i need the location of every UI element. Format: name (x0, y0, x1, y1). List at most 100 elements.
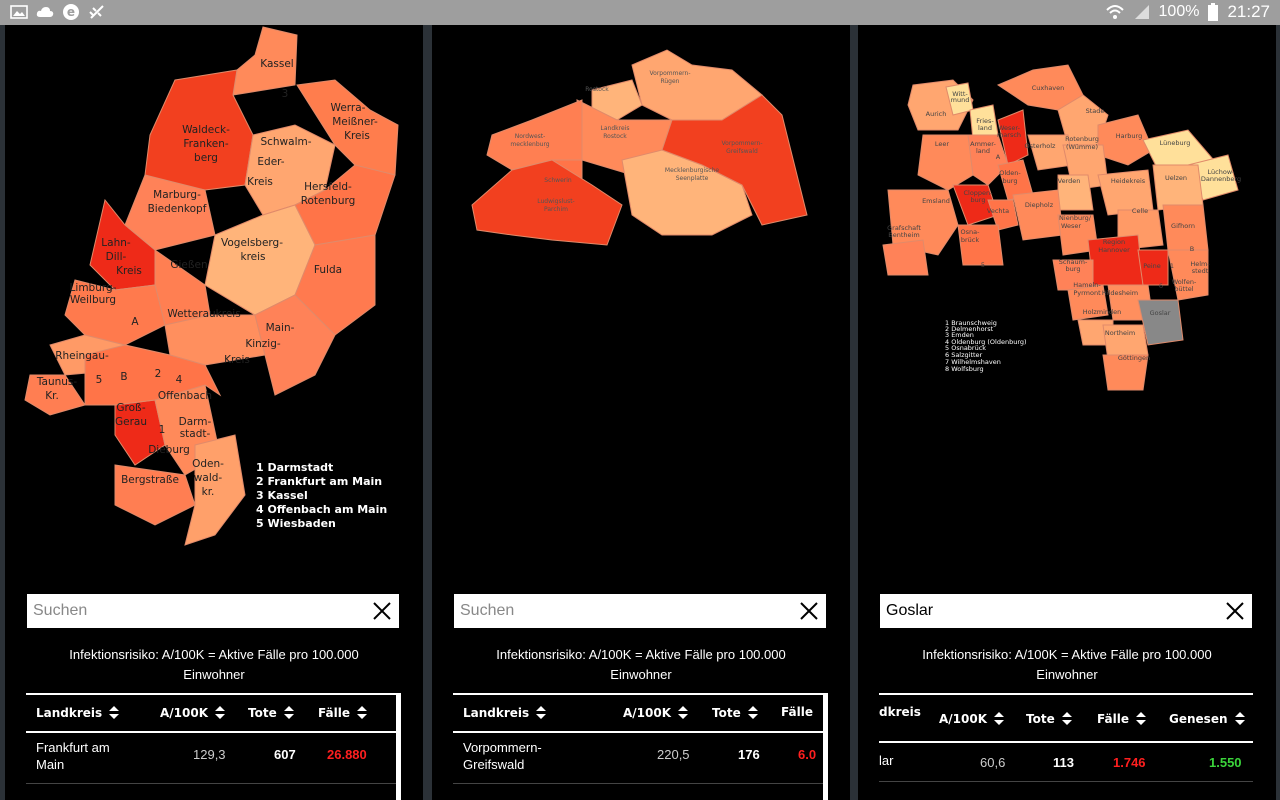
map-niedersachsen[interactable]: Witt- mund Aurich Fries- land Cuxhaven S… (858, 25, 1276, 575)
label-peine: Peine (1143, 262, 1161, 270)
label-wuemme: (Wümme) (1066, 143, 1098, 151)
legend-item: 4 Offenbach am Main (256, 503, 387, 516)
label-buettel: büttel (1174, 285, 1193, 293)
info-text: Infektionsrisiko: A/100K = Aktive Fälle … (432, 645, 850, 685)
legend-item: 1 Darmstadt (256, 461, 333, 474)
label-kreis-wm: Kreis (344, 130, 370, 142)
label-ludwigslust: Ludwigslust- (537, 198, 574, 205)
search-box (453, 593, 827, 629)
label-bergstrasse: Bergstraße (121, 474, 179, 486)
label-franken: Franken- (183, 138, 229, 150)
label-harburg: Harburg (1116, 132, 1142, 140)
cell-landkreis: Frankfurt am Main (36, 740, 110, 772)
cloud-icon (36, 7, 54, 17)
map-mecklenburg-vorpommern[interactable]: Vorpommern- Rügen Rostock Landkreis Rost… (432, 25, 850, 575)
table-row[interactable]: lar 60,6 113 1.746 1.550 (879, 741, 1253, 782)
legend-item: 5 Wiesbaden (256, 517, 336, 530)
column-header-landkreis[interactable]: Landkreis (36, 705, 120, 720)
region-marburg (124, 174, 216, 251)
region-leer (917, 134, 974, 191)
label-lahn: Lahn- (101, 237, 131, 249)
region-emsland (887, 189, 959, 256)
region-goettingen (1102, 354, 1149, 391)
legend-item: 5 Osnabrück (945, 344, 986, 352)
legend-item: 2 Frankfurt am Main (256, 475, 382, 488)
label-parchim: Parchim (544, 206, 568, 213)
clear-search-button[interactable] (794, 596, 824, 626)
column-header-landkreis[interactable]: dkreis (879, 705, 921, 719)
map-hessen[interactable]: Kassel 3 Werra- Meißner- Kreis Waldeck- … (5, 25, 423, 575)
search-input[interactable] (454, 594, 792, 628)
region-vorpommern-greifswald (661, 94, 808, 226)
column-header-tote[interactable]: Tote (248, 705, 295, 720)
region-ammerland (967, 134, 1009, 186)
legend-item: 2 Delmenhorst (945, 325, 994, 333)
clear-search-button[interactable] (367, 596, 397, 626)
label-osna: Osna- (961, 228, 981, 236)
table-row[interactable]: Vorpommern- Greifswald 220,5 176 6.0 (453, 731, 827, 784)
label-a: A (131, 316, 139, 328)
region-werra-meissner (296, 79, 399, 176)
region-odenwald (184, 434, 246, 546)
search-input[interactable] (27, 594, 365, 628)
label-vorpommern-g: Vorpommern- (722, 140, 763, 147)
column-header-a100k[interactable]: A/100K (160, 705, 226, 720)
label-kreis-ld: Kreis (116, 265, 142, 277)
label-stedt: stedt (1192, 267, 1209, 275)
legend-item: 1 Braunschweig (945, 319, 997, 327)
column-header-tote[interactable]: Tote (712, 705, 759, 720)
label-wolfen: Wolfen- (1172, 278, 1197, 286)
label-nienburg: Nienburg/ (1059, 214, 1092, 222)
region-osnabrueck (957, 224, 1004, 266)
label-taunus: Taunus- (36, 376, 78, 388)
label-kreis-se: Kreis (247, 176, 273, 188)
label-osterholz: Osterholz (1025, 142, 1057, 150)
label-cuxhaven: Cuxhaven (1032, 84, 1065, 92)
label-northeim: Northeim (1105, 329, 1135, 337)
info-line: Infektionsrisiko: A/100K = Aktive Fälle … (496, 647, 786, 662)
info-text: Infektionsrisiko: A/100K = Aktive Fälle … (5, 645, 423, 685)
column-header-landkreis[interactable]: Landkreis (463, 705, 547, 720)
cell-faelle: 26.880 (327, 747, 367, 762)
column-header-faelle[interactable]: Fälle (318, 705, 368, 720)
label-nordwest: Nordwest- (515, 133, 546, 140)
sort-icon (994, 712, 1005, 725)
label-cloppen: Cloppen- (963, 189, 993, 197)
column-header-faelle[interactable]: Fälle (781, 705, 813, 719)
label-rostock: Rostock (585, 86, 609, 93)
table-header: Landkreis A/100K Tote Fälle (453, 693, 827, 733)
column-header-faelle[interactable]: Fälle (1097, 711, 1147, 726)
info-line: Einwohner (183, 667, 245, 682)
label-lk-rostock2: Rostock (603, 133, 627, 140)
satellite-icon (89, 5, 104, 19)
legend-item: 8 Wolfsburg (945, 365, 984, 373)
label-vorpommern: Vorpommern- (650, 70, 691, 77)
column-header-genesen[interactable]: Genesen (1169, 711, 1246, 726)
column-header-tote[interactable]: Tote (1026, 711, 1073, 726)
label-uelzen: Uelzen (1165, 174, 1187, 182)
sort-icon (1135, 712, 1146, 725)
region-goslar (1137, 299, 1184, 346)
legend-item: 4 Oldenburg (Oldenburg) (945, 338, 1027, 346)
label-waldeck: Waldeck- (182, 124, 230, 136)
cell-landkreis: Vorpommern- Greifswald (463, 740, 542, 772)
search-input[interactable] (880, 594, 1218, 628)
cell-tote: 176 (738, 747, 760, 762)
search-box (26, 593, 400, 629)
table-row[interactable]: Frankfurt am Main 129,3 607 26.880 (26, 731, 400, 784)
label-aurich: Aurich (926, 110, 947, 118)
table-scrollbar[interactable] (396, 693, 401, 800)
label-rheingau: Rheingau- (55, 350, 109, 362)
label-celle: Celle (1132, 207, 1148, 215)
label-greifswald: Greifswald (726, 148, 758, 155)
clear-search-button[interactable] (1220, 596, 1250, 626)
column-header-a100k[interactable]: A/100K (939, 711, 1005, 726)
info-line: Einwohner (1036, 667, 1098, 682)
label-b: B (120, 371, 127, 383)
column-header-a100k[interactable]: A/100K (623, 705, 689, 720)
cell-faelle: 6.0 (798, 747, 817, 762)
region-bentheim (882, 239, 929, 276)
table-scrollbar[interactable] (823, 693, 828, 800)
label-biedenkopf: Biedenkopf (148, 203, 207, 215)
label-diepholz: Diepholz (1025, 201, 1054, 209)
